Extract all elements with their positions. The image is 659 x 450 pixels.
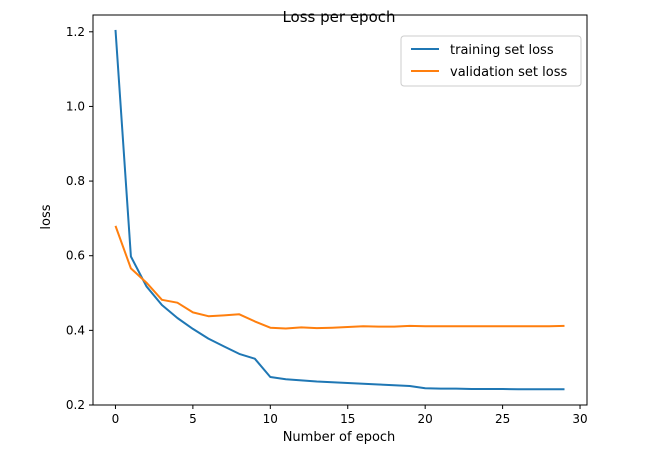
x-tick-label: 5: [189, 412, 197, 426]
series-line-validation: [114, 225, 565, 330]
x-tick-label: 20: [418, 412, 433, 426]
legend-box: [400, 35, 582, 87]
y-axis-label: loss: [39, 204, 54, 229]
x-tick-label: 10: [263, 412, 278, 426]
y-tick-label: 0.4: [66, 323, 85, 337]
legend-label-validation: validation set loss: [450, 65, 567, 80]
y-tick-label: 1.2: [66, 25, 85, 39]
x-tick-label: 25: [495, 412, 510, 426]
axes-frame: [92, 14, 588, 406]
x-tick-label: 30: [572, 412, 587, 426]
series-lines: [114, 29, 565, 391]
y-tick-label: 0.8: [66, 174, 85, 188]
chart-title: Loss per epoch: [282, 8, 395, 26]
legend: training set loss validation set loss: [400, 35, 582, 87]
x-axis-label: Number of epoch: [283, 430, 396, 445]
series-line-training: [114, 29, 565, 391]
y-tick-label: 0.2: [66, 398, 85, 412]
y-tick-label: 0.6: [66, 249, 85, 263]
x-tick-label: 15: [340, 412, 355, 426]
x-axis-ticks: 0 5 10 15 20 25 30: [112, 405, 588, 426]
legend-label-training: training set loss: [450, 43, 554, 58]
x-tick-label: 0: [112, 412, 120, 426]
y-tick-label: 1.0: [66, 99, 85, 113]
y-axis-ticks: 0.2 0.4 0.6 0.8 1.0 1.2: [66, 25, 93, 412]
